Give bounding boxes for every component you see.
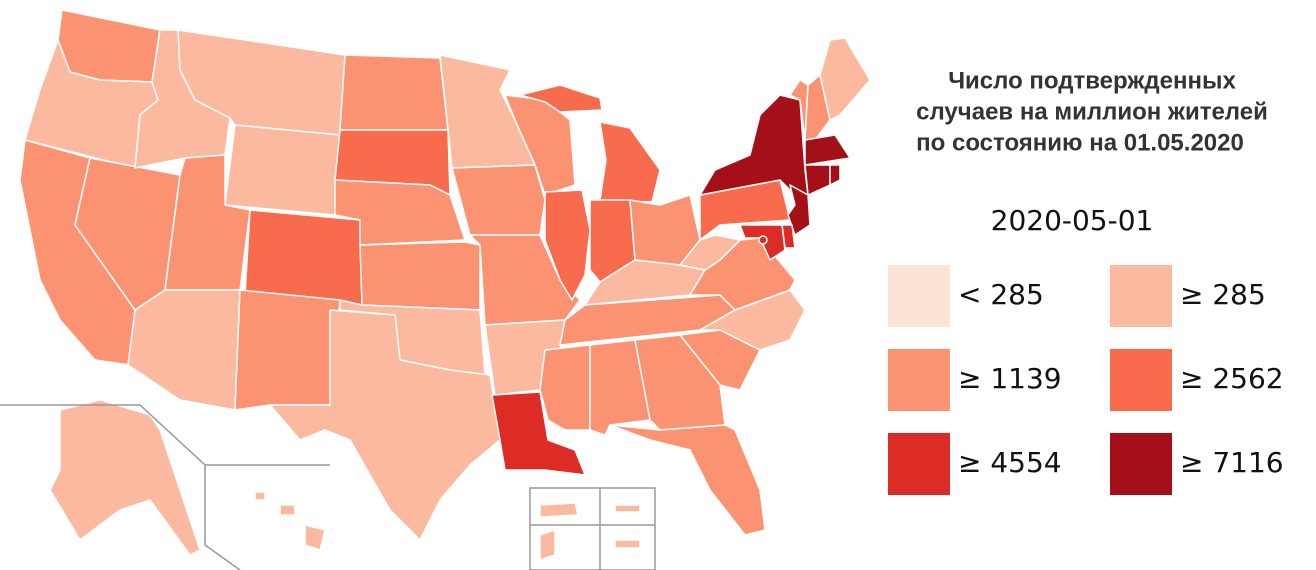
title-line: по состоянию на 01.05.2020 — [916, 129, 1244, 156]
region — [164, 154, 251, 291]
legend-swatch — [888, 433, 950, 495]
region — [334, 179, 466, 246]
legend-title: 2020-05-01 — [991, 204, 1154, 237]
legend-label: ≥ 1139 — [958, 362, 1062, 395]
legend-label: ≥ 2562 — [1180, 362, 1284, 395]
region — [539, 502, 579, 518]
legend-swatch — [1110, 265, 1172, 327]
region — [609, 424, 766, 536]
region — [544, 189, 591, 301]
region — [254, 491, 266, 501]
region — [234, 289, 341, 411]
region — [539, 344, 591, 431]
region — [614, 504, 641, 513]
region — [599, 121, 661, 203]
title-line: случаев на миллион жителей — [916, 98, 1268, 125]
region — [304, 524, 326, 551]
region — [224, 124, 341, 216]
inset-borders — [0, 404, 656, 570]
region — [269, 309, 501, 541]
region — [49, 399, 201, 556]
legend-label: ≥ 285 — [1180, 278, 1266, 311]
legend: < 285 ≥ 285 ≥ 1139 ≥ 2562 ≥ 4554 ≥ 7116 — [888, 265, 1284, 495]
region — [699, 94, 809, 201]
inset-border — [529, 487, 656, 570]
legend-label: < 285 — [958, 278, 1044, 311]
region — [804, 74, 831, 141]
region — [819, 37, 871, 121]
legend-swatch — [1110, 433, 1172, 495]
region — [359, 241, 481, 311]
region — [57, 9, 161, 83]
region — [244, 209, 363, 306]
legend-swatch — [888, 265, 950, 327]
region — [451, 164, 546, 236]
region — [519, 84, 603, 113]
region — [679, 329, 761, 391]
region — [804, 134, 851, 166]
legend-swatch — [888, 349, 950, 411]
region — [614, 539, 641, 549]
region — [758, 235, 768, 245]
region — [339, 54, 449, 131]
region — [829, 164, 841, 186]
title-line: Число подтвержденных — [948, 67, 1236, 94]
region — [127, 289, 241, 411]
region — [787, 184, 811, 236]
region — [279, 504, 296, 516]
region — [539, 529, 556, 561]
legend-swatch — [1110, 349, 1172, 411]
legend-label: ≥ 4554 — [958, 446, 1062, 479]
legend-label: ≥ 7116 — [1180, 446, 1284, 479]
region — [491, 391, 586, 476]
region — [804, 164, 831, 196]
map — [19, 9, 871, 561]
region — [469, 234, 581, 326]
